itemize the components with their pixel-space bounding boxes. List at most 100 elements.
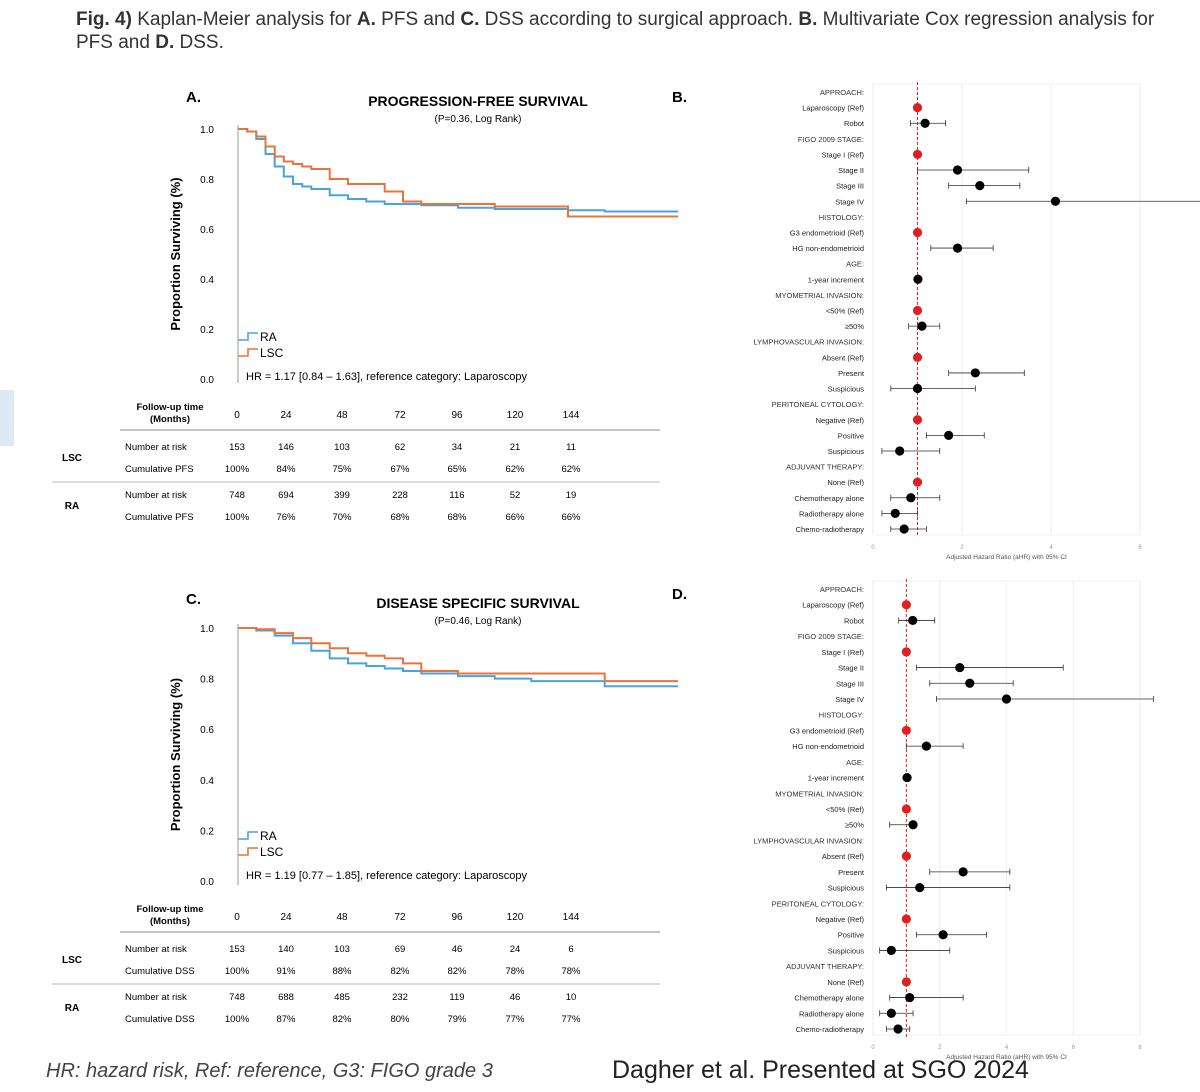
y-tick-label: 1.0 bbox=[200, 125, 214, 136]
forest-row-label: <50% (Ref) bbox=[826, 307, 865, 316]
risk-row-label: Number at risk bbox=[125, 992, 187, 1003]
forest-row-label: Present bbox=[838, 369, 865, 378]
legend-label-ra: RA bbox=[260, 829, 277, 843]
risk-cell: 748 bbox=[229, 490, 245, 501]
risk-cell: 82% bbox=[390, 966, 410, 977]
reference-point bbox=[912, 352, 923, 362]
caption-d: D. bbox=[155, 32, 175, 53]
reference-point bbox=[912, 305, 923, 316]
risk-cell: 100% bbox=[225, 966, 250, 977]
forest-group-header: HISTOLOGY: bbox=[819, 213, 864, 222]
risk-cell: 68% bbox=[447, 512, 467, 523]
forest-row-label: Stage I (Ref) bbox=[821, 150, 864, 159]
abbreviations-note: HR: hazard risk, Ref: reference, G3: FIG… bbox=[46, 1060, 493, 1082]
risk-cell: 140 bbox=[278, 944, 294, 955]
hazard-ratio-point bbox=[906, 493, 916, 503]
forest-row-label: HG non-endometrioid bbox=[792, 244, 864, 253]
group-label-ra: RA bbox=[65, 501, 79, 512]
reference-point bbox=[901, 914, 911, 924]
forest-x-axis-label: Adjusted Hazard Ratio (aHR) with 95% CI bbox=[946, 1054, 1067, 1061]
forest-group-header: ADJUVANT THERAPY: bbox=[786, 962, 864, 971]
forest-group-header: PERITONEAL CYTOLOGY: bbox=[772, 899, 864, 908]
hazard-ratio-point bbox=[955, 662, 965, 673]
legend-swatch-ra bbox=[238, 831, 258, 840]
time-tick: 24 bbox=[280, 912, 292, 923]
y-tick-label: 0.6 bbox=[200, 225, 214, 236]
caption-fig: Fig. 4) bbox=[76, 9, 132, 30]
risk-cell: 399 bbox=[334, 490, 350, 501]
hazard-ratio-text: HR = 1.17 [0.84 – 1.63], reference categ… bbox=[246, 371, 527, 383]
reference-point bbox=[912, 149, 923, 160]
caption-text: DSS. bbox=[174, 32, 224, 53]
hazard-ratio-point bbox=[965, 678, 975, 688]
followup-header-unit: (Months) bbox=[150, 414, 190, 425]
risk-cell: 78% bbox=[505, 966, 525, 977]
hazard-ratio-point bbox=[1001, 694, 1012, 704]
forest-row-label: G3 endometrioid (Ref) bbox=[790, 726, 865, 735]
reference-point bbox=[912, 477, 923, 487]
risk-cell: 228 bbox=[392, 490, 408, 501]
forest-row-label: ≥50% bbox=[845, 322, 864, 331]
y-tick-label: 0.8 bbox=[200, 175, 214, 186]
followup-header: Follow-up time bbox=[136, 402, 203, 413]
hazard-ratio-point bbox=[886, 1008, 896, 1018]
forest-row-label: Radiotherapy alone bbox=[799, 509, 864, 518]
hazard-ratio-point bbox=[905, 992, 915, 1003]
legend-swatch-ra bbox=[238, 332, 258, 341]
risk-cell: 62% bbox=[561, 464, 581, 475]
forest-group-header: FIGO 2009 STAGE: bbox=[798, 135, 864, 144]
forest-row-label: <50% (Ref) bbox=[826, 805, 865, 814]
forest-row-label: Positive bbox=[838, 431, 864, 440]
risk-cell: 11 bbox=[566, 442, 576, 453]
time-tick: 48 bbox=[336, 410, 348, 421]
km-curve-lsc bbox=[238, 627, 678, 683]
group-label-lsc: LSC bbox=[62, 955, 82, 966]
hazard-ratio-point bbox=[899, 524, 909, 534]
risk-cell: 34 bbox=[452, 442, 463, 453]
time-tick: 0 bbox=[234, 912, 240, 923]
reference-point bbox=[901, 600, 911, 610]
side-tab-marker bbox=[0, 390, 14, 446]
reference-point bbox=[901, 851, 911, 861]
forest-row-label: None (Ref) bbox=[827, 478, 864, 487]
risk-cell: 46 bbox=[452, 944, 463, 955]
y-tick-label: 0.2 bbox=[200, 325, 214, 336]
figure-caption: Fig. 4) Kaplan-Meier analysis for A. PFS… bbox=[76, 8, 1176, 54]
risk-cell: 103 bbox=[334, 442, 350, 453]
risk-cell: 87% bbox=[276, 1014, 296, 1025]
time-tick: 48 bbox=[336, 912, 348, 923]
forest-x-tick: 8 bbox=[1138, 1045, 1142, 1051]
chart-subtitle: (P=0.36, Log Rank) bbox=[435, 114, 522, 125]
hazard-ratio-point bbox=[938, 930, 948, 940]
caption-text: DSS according to surgical approach. bbox=[479, 9, 799, 30]
legend-swatch-lsc bbox=[238, 348, 258, 357]
forest-row-label: Stage IV bbox=[835, 695, 864, 704]
forest-row-label: None (Ref) bbox=[827, 978, 864, 987]
forest-group-header: MYOMETRIAL INVASION: bbox=[775, 291, 864, 300]
followup-header-unit: (Months) bbox=[150, 916, 190, 927]
risk-cell: 77% bbox=[505, 1014, 525, 1025]
hazard-ratio-point bbox=[958, 867, 968, 877]
reference-point bbox=[901, 804, 911, 814]
forest-group-header: AGE: bbox=[846, 260, 864, 269]
time-tick: 96 bbox=[451, 912, 463, 923]
forest-x-tick: 4 bbox=[1005, 1045, 1009, 1051]
forest-row-label: HG non-endometrioid bbox=[792, 742, 864, 751]
risk-cell: 100% bbox=[225, 1014, 250, 1025]
risk-cell: 24 bbox=[510, 944, 521, 955]
forest-x-axis-label: Adjusted Hazard Ratio (aHR) with 95% CI bbox=[946, 554, 1067, 561]
hazard-ratio-point bbox=[895, 446, 905, 456]
forest-row-label: 1-year increment bbox=[808, 275, 865, 284]
legend-label-ra: RA bbox=[260, 330, 277, 344]
forest-row-label: Positive bbox=[838, 931, 864, 940]
risk-cell: 62 bbox=[395, 442, 406, 453]
risk-cell: 46 bbox=[510, 992, 521, 1003]
hazard-ratio-point bbox=[890, 508, 900, 518]
forest-x-tick: 4 bbox=[1049, 545, 1053, 551]
reference-point bbox=[901, 647, 911, 657]
credit-line: Dagher et al. Presented at SGO 2024 bbox=[612, 1056, 1029, 1084]
forest-row-label: Negative (Ref) bbox=[816, 416, 865, 425]
forest-row-label: Stage III bbox=[836, 182, 864, 191]
hazard-ratio-point bbox=[893, 1024, 903, 1034]
reference-point bbox=[912, 103, 923, 113]
